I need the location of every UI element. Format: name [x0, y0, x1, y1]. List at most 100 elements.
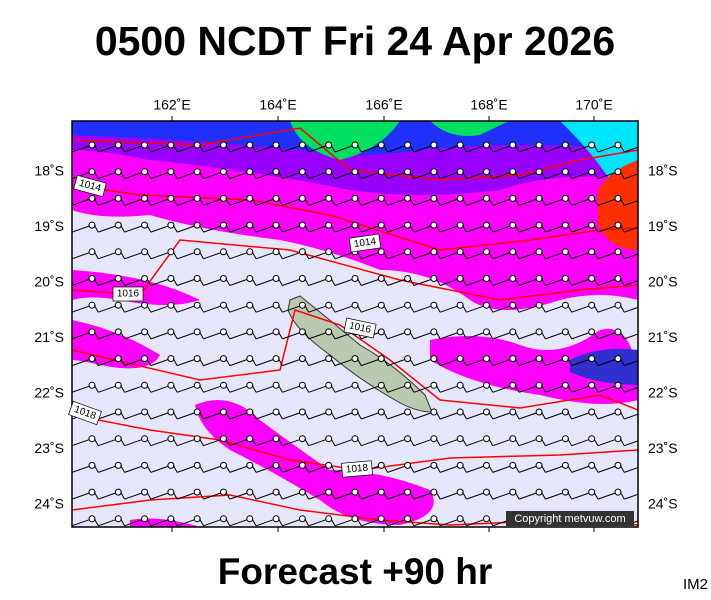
wind-barb: [277, 328, 306, 340]
barb-staff: [440, 519, 458, 527]
wind-barb: [120, 328, 149, 340]
wind-barb: [435, 328, 464, 340]
wind-barb: [540, 221, 569, 233]
wind-barb: [330, 488, 359, 500]
wind-barb: [330, 275, 359, 286]
barb-station: [561, 248, 569, 256]
wind-barb: [435, 221, 464, 233]
barb-station: [377, 488, 385, 496]
barb-station: [535, 408, 543, 416]
barb-flag: [593, 331, 599, 340]
barb-flag: [540, 171, 546, 179]
barb-station: [641, 356, 647, 362]
wind-barb: [593, 355, 622, 367]
barb-staff: [308, 252, 326, 260]
wind-barb: [593, 461, 622, 473]
barb-station: [614, 381, 622, 389]
barb-flag: [567, 438, 573, 446]
barb-flag: [567, 491, 573, 500]
barb-flag: [488, 171, 494, 179]
barb-flag: [277, 224, 283, 233]
barb-staff: [334, 305, 353, 313]
barb-staff: [413, 385, 432, 393]
barb-station: [167, 194, 175, 202]
barb-flag: [199, 358, 204, 366]
wind-barb: [383, 141, 412, 153]
barb-flag: [277, 304, 283, 313]
barb-station: [88, 515, 96, 523]
barb-flag: [225, 304, 231, 313]
barb-staff: [334, 412, 353, 420]
barb-staff: [387, 252, 405, 260]
wind-barb: [277, 408, 306, 420]
barb-flag: [120, 438, 126, 446]
wind-barb: [72, 168, 96, 180]
wind-barb: [330, 381, 359, 393]
isobar-label: 1014: [73, 174, 107, 198]
barb-flag: [567, 331, 573, 340]
wind-barb: [514, 381, 543, 393]
barb-staff: [72, 465, 90, 473]
barb-station: [641, 169, 647, 175]
barb-station: [430, 275, 438, 282]
barb-flag: [409, 304, 415, 313]
barb-flag: [277, 385, 283, 393]
barb-station: [456, 381, 464, 389]
wind-barb: [225, 515, 254, 527]
barb-station: [456, 461, 464, 469]
wind-barb: [72, 248, 96, 260]
wind-barb: [199, 168, 227, 180]
barb-station: [220, 435, 227, 443]
wind-barb: [567, 328, 596, 340]
barb-flag: [409, 171, 415, 179]
barb-staff: [597, 145, 616, 153]
barb-flag: [383, 278, 389, 286]
barb-flag: [304, 198, 310, 206]
barb-flag: [593, 144, 599, 153]
barb-station: [561, 275, 569, 282]
barb-station: [193, 488, 201, 496]
barb-flag: [409, 518, 415, 527]
wind-barb: [146, 221, 175, 233]
barb-station: [272, 381, 280, 389]
wind-barb: [540, 328, 569, 340]
wind-barb: [540, 488, 569, 500]
isobar-label-box: [348, 233, 382, 253]
barb-staff: [124, 439, 142, 447]
barb-staff: [229, 252, 247, 260]
barb-flag: [251, 251, 257, 260]
barb-station: [404, 328, 412, 336]
barb-flag: [225, 171, 231, 179]
barb-flag: [225, 385, 231, 393]
wind-barb: [435, 141, 464, 153]
barb-station: [483, 488, 490, 496]
wind-barb: [225, 221, 254, 233]
barb-station: [614, 248, 622, 256]
wind-barb: [172, 275, 201, 286]
barb-staff: [124, 305, 142, 313]
barb-station: [298, 248, 306, 256]
barb-staff: [282, 412, 300, 420]
barb-station: [167, 221, 175, 229]
barb-staff: [545, 359, 563, 367]
barb-station: [430, 301, 438, 309]
barb-staff: [361, 145, 379, 153]
barb-flag: [514, 465, 520, 473]
barb-station: [272, 408, 280, 416]
barb-station: [88, 381, 96, 389]
wind-barb: [462, 515, 490, 527]
barb-flag: [225, 331, 231, 340]
barb-station: [351, 221, 359, 229]
rain-area: [195, 400, 434, 525]
barb-station: [561, 301, 569, 309]
barb-staff: [177, 305, 195, 313]
wind-barb: [93, 488, 122, 500]
barb-staff: [361, 198, 379, 206]
barb-staff: [282, 225, 300, 233]
barb-staff: [387, 492, 405, 500]
barb-flag: [172, 518, 178, 527]
barb-flag: [409, 358, 415, 366]
barb-flag: [409, 224, 415, 233]
barb-staff: [124, 519, 142, 527]
barb-station: [298, 221, 306, 229]
